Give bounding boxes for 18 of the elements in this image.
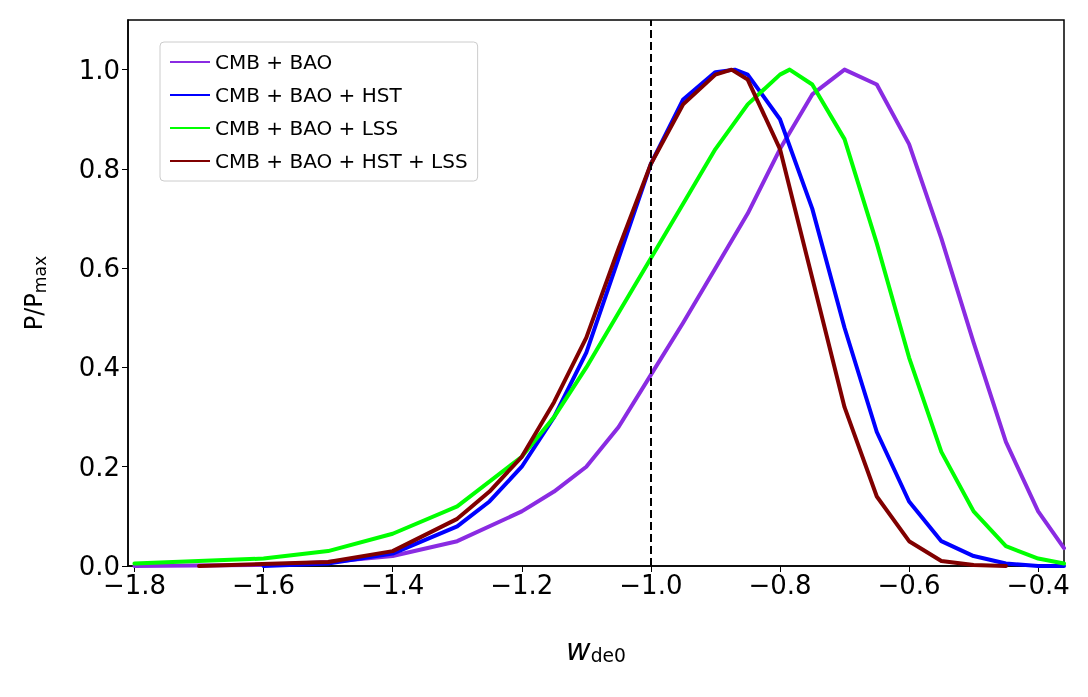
legend-label: CMB + BAO	[215, 50, 333, 74]
x-tick-label: −1.2	[490, 570, 554, 600]
x-tick-label: −0.6	[877, 570, 941, 600]
y-axis-title: P/Pmax	[20, 255, 50, 331]
legend-label: CMB + BAO + HST + LSS	[215, 149, 468, 173]
legend-label: CMB + BAO + LSS	[215, 116, 399, 140]
x-tick-label: −1.6	[231, 570, 296, 600]
y-tick-label: 0.8	[78, 153, 120, 184]
x-tick-label: −0.8	[748, 570, 812, 600]
y-tick-label: 0.2	[78, 451, 120, 482]
y-tick-label: 1.0	[78, 54, 120, 85]
x-tick-label: −0.4	[1006, 570, 1070, 600]
legend-label: CMB + BAO + HST	[215, 83, 403, 107]
x-tick-label: −1.0	[619, 570, 683, 600]
x-axis-title: wde0	[566, 631, 626, 667]
y-tick-label: 0.6	[78, 253, 120, 284]
x-tick-label: −1.4	[361, 570, 425, 600]
y-tick-label: 0.4	[78, 352, 120, 383]
